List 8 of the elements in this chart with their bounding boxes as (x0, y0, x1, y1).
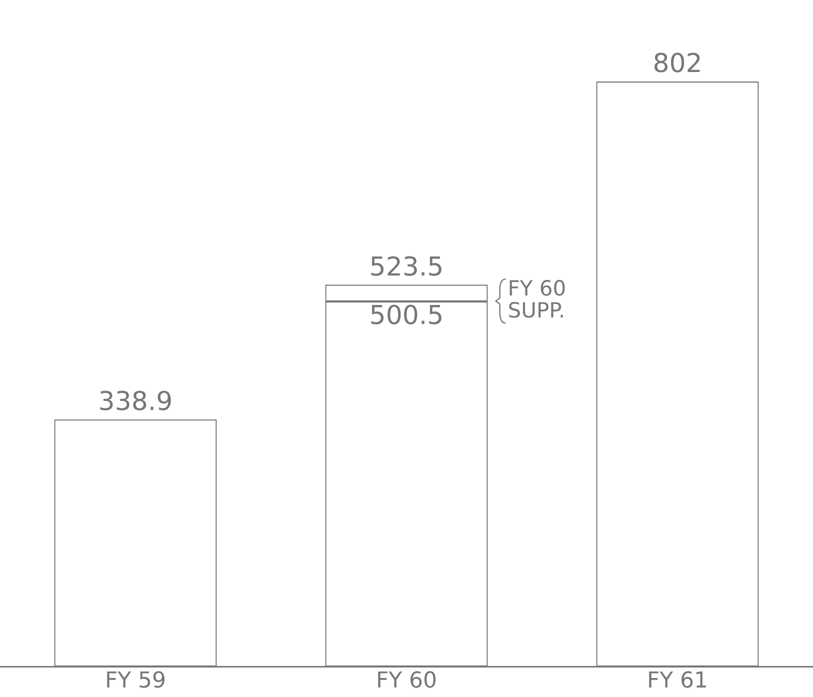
x-tick-label: FY 61 (646, 668, 708, 694)
data-label: 338.9 (98, 387, 173, 418)
total-label: 523.5 (369, 252, 444, 282)
series-label: FY 60 SUPP. (508, 276, 566, 323)
x-tick-label: FY 59 (104, 668, 166, 694)
data-label: 500.5 (369, 301, 444, 332)
x-tick-label: FY 60 (376, 668, 438, 694)
data-label: 802 (652, 49, 702, 80)
